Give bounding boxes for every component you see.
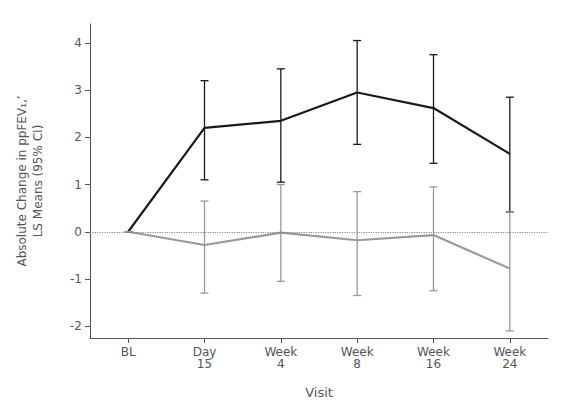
svg-text:Week: Week [417, 345, 450, 359]
svg-text:BL: BL [121, 345, 136, 359]
svg-text:LS Means (95% CI): LS Means (95% CI) [31, 125, 45, 238]
svg-text:0: 0 [74, 225, 82, 239]
svg-text:24: 24 [502, 357, 517, 371]
svg-text:-2: -2 [70, 319, 82, 333]
svg-text:1: 1 [74, 178, 82, 192]
svg-text:4: 4 [277, 357, 285, 371]
svg-text:Week: Week [264, 345, 298, 359]
svg-text:8: 8 [353, 357, 361, 371]
svg-text:Day: Day [192, 345, 217, 359]
svg-text:16: 16 [426, 357, 441, 371]
svg-text:2: 2 [74, 130, 82, 144]
svg-text:15: 15 [197, 357, 212, 371]
svg-text:3: 3 [74, 83, 82, 97]
svg-text:Week: Week [340, 345, 374, 359]
svg-text:Visit: Visit [305, 385, 333, 400]
svg-text:4: 4 [74, 36, 82, 50]
svg-text:-1: -1 [70, 272, 82, 286]
svg-text:Week: Week [493, 345, 527, 359]
svg-text:Absolute Change in ppFEV₁,’: Absolute Change in ppFEV₁,’ [15, 95, 29, 266]
